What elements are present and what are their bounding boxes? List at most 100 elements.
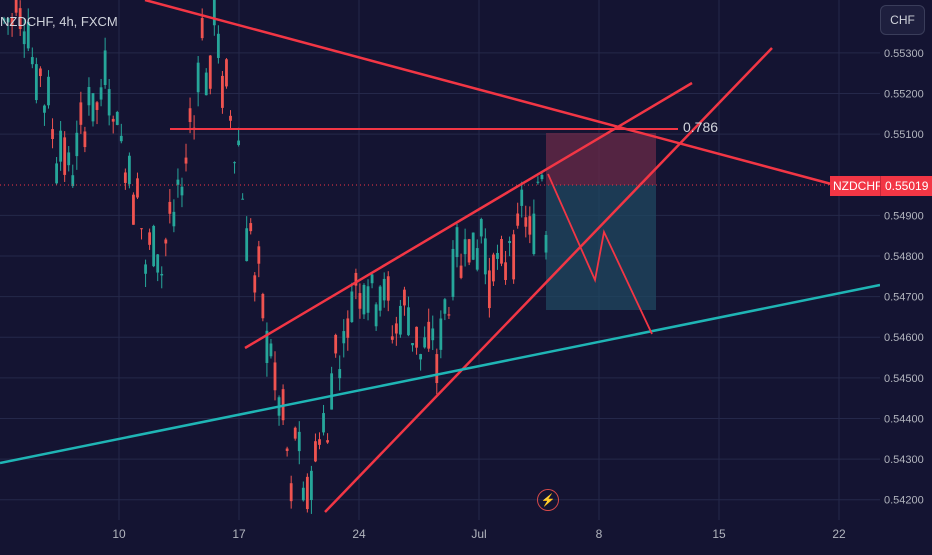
candle-body	[386, 276, 390, 301]
candle-body	[156, 254, 160, 273]
grid	[0, 0, 880, 520]
candle-body	[366, 286, 370, 313]
candle-body	[301, 487, 305, 501]
candle-body	[370, 274, 374, 284]
candle-body	[107, 89, 111, 116]
wedge-lower-line[interactable]	[324, 47, 773, 513]
candle-body	[176, 179, 180, 185]
price-axis[interactable]: 0.55300 0.55200 0.55100 0.54900 0.54800 0.547…	[880, 0, 932, 550]
candle-body	[261, 293, 265, 319]
candle-body	[10, 17, 14, 26]
candle-body	[75, 132, 79, 157]
candle-body	[314, 441, 317, 462]
candle-body	[346, 318, 350, 338]
price-tick-label: 0.54400	[884, 413, 924, 425]
candle-body	[180, 186, 184, 196]
descending-trendline[interactable]	[144, 0, 836, 187]
candle-body	[504, 262, 507, 281]
candle-body	[184, 157, 188, 164]
candle-body	[144, 264, 147, 274]
price-tick-label: 0.54700	[884, 292, 924, 304]
candle-body	[22, 31, 26, 45]
candle-body	[95, 102, 99, 110]
candle-body	[411, 343, 414, 346]
candle-body	[362, 284, 366, 315]
short-position-tool[interactable]	[546, 133, 656, 310]
candle-body	[293, 427, 297, 439]
candle-body	[415, 326, 418, 348]
candle-body	[443, 299, 447, 314]
candle-body	[204, 72, 208, 96]
candle-body	[508, 240, 511, 244]
candle-body	[334, 334, 338, 354]
candle-body	[322, 413, 325, 433]
price-tick-label: 0.55100	[884, 129, 924, 141]
candle-body	[63, 137, 67, 175]
wedge-upper-line[interactable]	[244, 81, 693, 350]
time-axis[interactable]: 10 17 24 Jul 8 15 22	[0, 520, 932, 550]
candle-body	[338, 369, 342, 379]
candle-body	[407, 307, 410, 336]
candle-body	[431, 328, 435, 341]
candle-body	[273, 362, 277, 391]
candle-body	[528, 216, 532, 235]
candle-body	[148, 232, 152, 245]
candle-body	[310, 470, 313, 501]
candle-body	[358, 293, 362, 309]
price-tick-label: 0.55200	[884, 88, 924, 100]
candle-body	[459, 265, 463, 278]
price-tick-label: 0.54200	[884, 495, 924, 507]
candle-body	[152, 225, 156, 267]
price-tick-label: 0.54600	[884, 332, 924, 344]
candle-body	[51, 129, 54, 140]
candle-body	[455, 227, 459, 258]
lightning-icon[interactable]: ⚡	[537, 489, 559, 511]
time-tick-label: Jul	[471, 527, 486, 541]
candle-body	[269, 343, 273, 357]
drawings[interactable]	[0, 0, 881, 513]
candle-body	[451, 248, 455, 297]
candle-body	[140, 228, 143, 230]
candle-body	[43, 105, 46, 113]
candle-body	[79, 102, 83, 125]
symbol-header[interactable]: NZDCHF, 4h, FXCM	[0, 14, 118, 29]
candle-body	[136, 178, 139, 198]
fib-level-label: 0.786	[683, 119, 719, 135]
candle-body	[212, 0, 216, 26]
candle-body	[326, 440, 329, 443]
candle-body	[200, 18, 204, 39]
candle-body	[257, 246, 261, 264]
candle-body	[172, 211, 176, 227]
candle-body	[540, 174, 544, 180]
time-tick-label: 8	[596, 527, 603, 541]
candle-body	[241, 198, 245, 200]
candle-body	[496, 252, 499, 259]
candle-body	[419, 354, 423, 360]
time-tick-label: 22	[832, 527, 846, 541]
candle-body	[67, 152, 71, 166]
candle-body	[55, 163, 58, 184]
candle-body	[229, 115, 232, 121]
candle-body	[354, 272, 358, 286]
candle-body	[305, 476, 309, 510]
candle-body	[475, 248, 479, 270]
currency-button[interactable]: CHF	[880, 5, 925, 35]
candle-body	[439, 318, 443, 350]
projected-path[interactable]	[547, 173, 653, 335]
candle-body	[532, 213, 536, 255]
candle-body	[111, 118, 115, 122]
candle-body	[394, 323, 398, 334]
candle-body	[398, 305, 402, 335]
candle-body	[26, 21, 30, 49]
time-axis-bg	[0, 520, 932, 550]
candle-body	[225, 59, 228, 87]
candle-body	[99, 87, 103, 100]
candle-body	[463, 239, 467, 255]
candle-body	[123, 172, 127, 183]
price-tick-label: 0.54500	[884, 373, 924, 385]
candle-body	[237, 140, 240, 146]
candle-body	[467, 239, 471, 263]
ascending-support-line[interactable]	[0, 283, 881, 465]
